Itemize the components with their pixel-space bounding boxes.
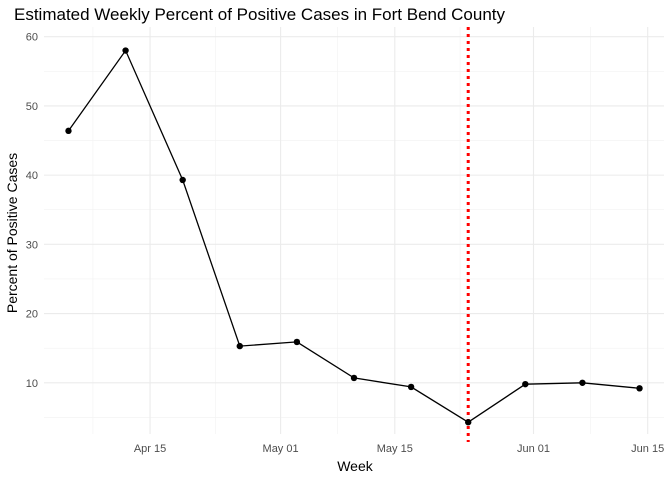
x-tick-label: May 01 [263, 443, 299, 455]
major-gridlines [44, 27, 664, 434]
data-point [407, 383, 415, 391]
x-tick-label: Jun 15 [631, 443, 664, 455]
data-point [65, 127, 72, 135]
y-tick-label: 40 [26, 170, 38, 182]
y-tick-labels: 10 20 30 40 50 60 [26, 32, 38, 390]
x-tick-label: May 15 [377, 443, 413, 455]
data-point [293, 338, 301, 346]
y-tick-label: 20 [26, 309, 38, 321]
x-tick-label: Jun 01 [517, 443, 550, 455]
minor-gridlines [44, 27, 664, 434]
data-points [65, 47, 643, 426]
y-tick-label: 50 [26, 101, 38, 113]
y-axis-title: Percent of Positive Cases [4, 153, 20, 313]
data-point [522, 380, 529, 388]
y-tick-label: 10 [26, 378, 38, 390]
x-axis-title: Week [337, 458, 374, 474]
data-point [579, 379, 586, 386]
x-tick-labels: Apr 15 May 01 May 15 Jun 01 Jun 15 [134, 443, 664, 455]
y-tick-label: 60 [26, 32, 38, 44]
chart-title: Estimated Weekly Percent of Positive Cas… [14, 5, 506, 24]
data-point [179, 176, 186, 184]
data-point [636, 385, 643, 392]
data-point [122, 47, 129, 54]
x-tick-label: Apr 15 [134, 443, 166, 455]
data-point [465, 419, 472, 426]
data-point [350, 374, 358, 382]
y-tick-label: 30 [26, 239, 38, 251]
data-point [236, 342, 243, 350]
